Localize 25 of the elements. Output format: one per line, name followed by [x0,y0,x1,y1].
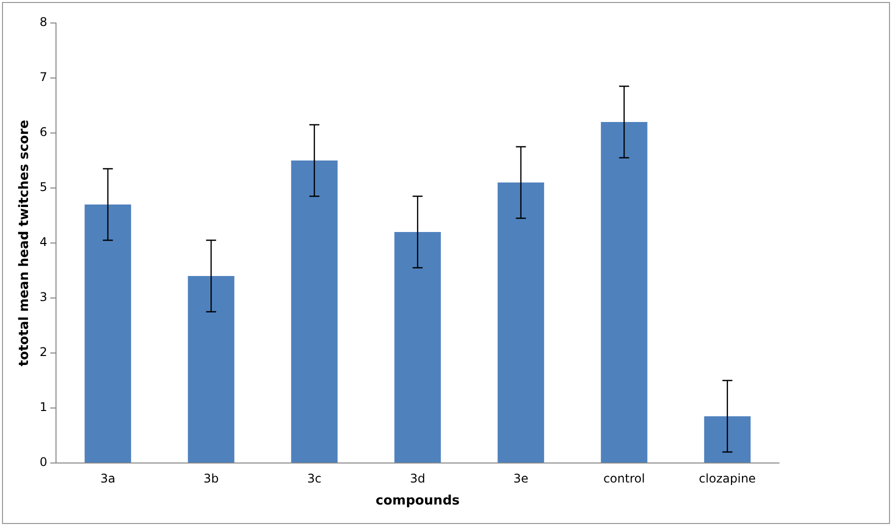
y-tick-label: 1 [40,400,48,414]
bar [188,276,234,462]
x-tick-label: clozapine [698,471,756,486]
x-tick-label: 3a [100,471,116,486]
x-tick-label: control [603,471,645,486]
x-tick-label: 3b [203,471,219,486]
y-tick-label: 4 [40,235,48,250]
bar [600,122,648,462]
y-tick-label: 7 [40,70,48,84]
x-tick-label: 3d [410,471,426,486]
bar [291,160,338,462]
bar [498,182,544,462]
bar [704,416,751,462]
y-tick-label: 8 [40,15,48,30]
y-tick-label: 6 [40,125,48,140]
y-tick-label: 5 [40,180,48,194]
y-tick-label: 2 [40,345,48,360]
bar [84,204,132,462]
x-tick-label: 3c [307,471,322,486]
x-axis-title: compounds [376,494,460,509]
y-tick-label: 3 [40,290,48,304]
y-tick-label: 0 [40,455,48,470]
bar [394,232,441,462]
y-axis-title: tototal mean head twitches score [17,120,32,366]
x-tick-label: 3e [513,471,528,486]
